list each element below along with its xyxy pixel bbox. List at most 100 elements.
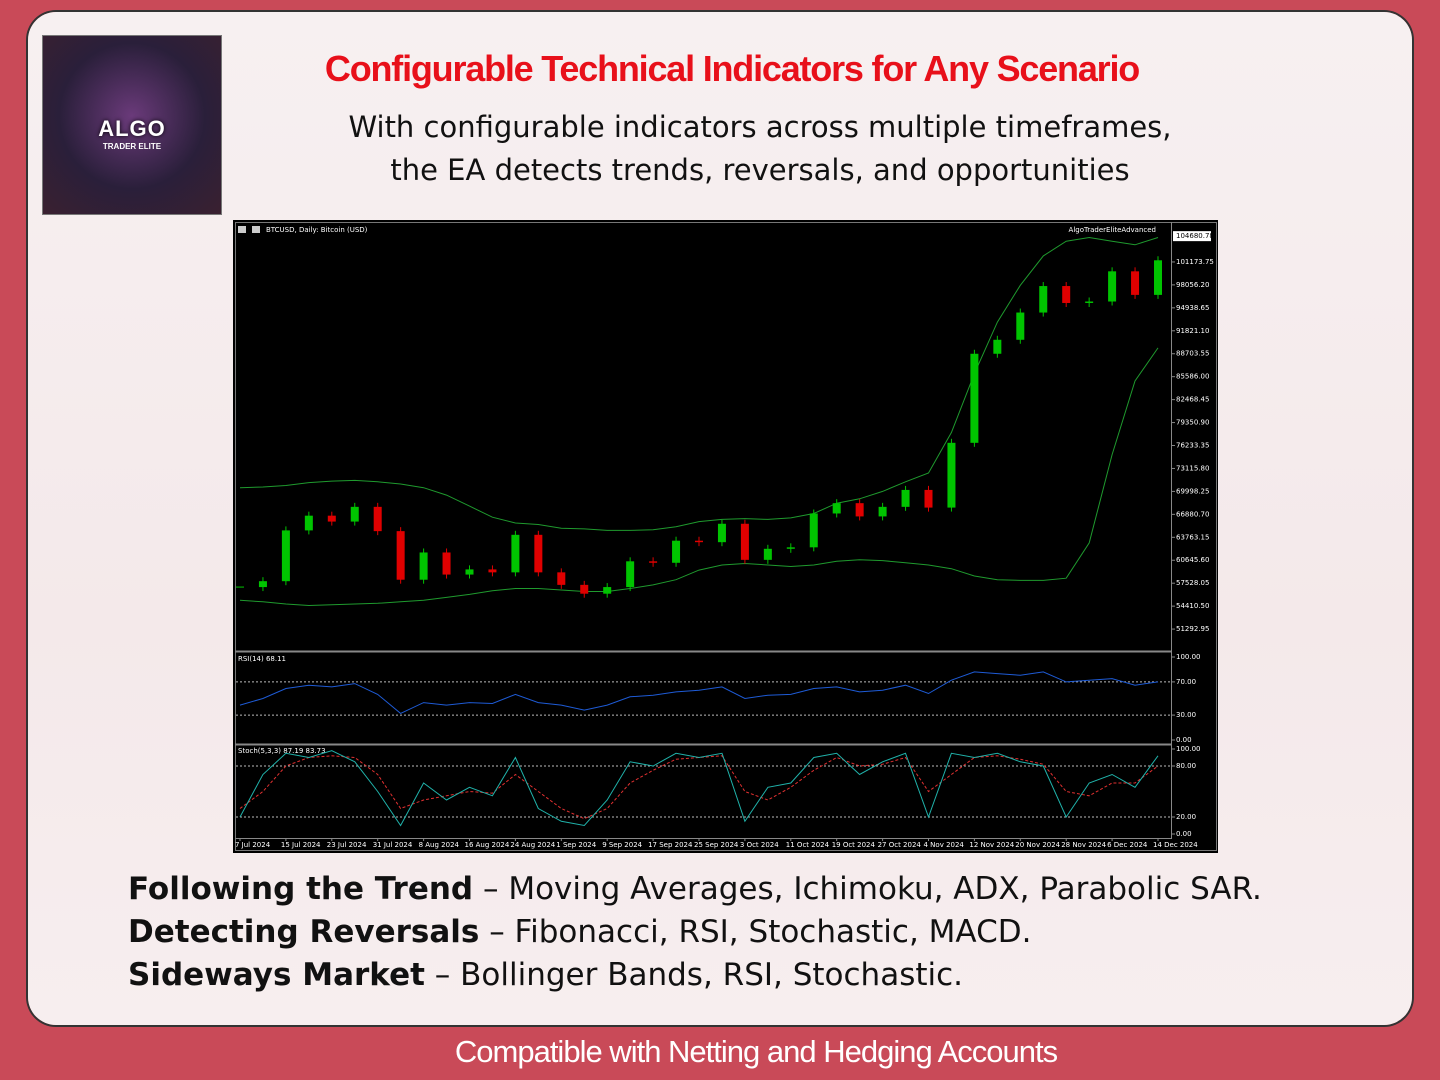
candle bbox=[258, 581, 267, 588]
candle bbox=[832, 503, 841, 514]
stochastic-plot bbox=[236, 750, 1170, 827]
y-tick-label: 30.00 bbox=[1176, 711, 1196, 719]
rsi-label: RSI(14) 68.11 bbox=[238, 655, 286, 663]
title: Configurable Technical Indicators for An… bbox=[324, 48, 1140, 89]
rsi-line bbox=[239, 671, 1159, 714]
x-tick-label: 7 Jul 2024 bbox=[235, 841, 271, 849]
feature-name: Detecting Reversals bbox=[128, 914, 480, 950]
rsi-plot bbox=[236, 671, 1170, 716]
x-tick-label: 12 Nov 2024 bbox=[969, 841, 1014, 849]
candle bbox=[993, 339, 1002, 354]
candle bbox=[419, 552, 428, 580]
stochastic-main bbox=[239, 750, 1159, 827]
footer: Compatible with Netting and Hedging Acco… bbox=[454, 1034, 1058, 1069]
x-tick-label: 9 Sep 2024 bbox=[602, 841, 642, 849]
x-tick-label: 28 Nov 2024 bbox=[1061, 841, 1106, 849]
candle bbox=[901, 489, 910, 507]
y-tick-label: 20.00 bbox=[1176, 813, 1196, 821]
candle bbox=[1016, 312, 1025, 340]
y-tick-label: 100.00 bbox=[1176, 653, 1201, 661]
y-tick-label: 88703.55 bbox=[1176, 350, 1209, 358]
last-price-label: 104680.78 bbox=[1176, 232, 1214, 240]
y-tick-label: 66880.70 bbox=[1176, 510, 1209, 518]
y-tick-label: 85586.00 bbox=[1176, 373, 1209, 381]
candle bbox=[1039, 286, 1048, 313]
candle bbox=[1085, 301, 1094, 303]
candle bbox=[763, 548, 772, 560]
y-tick-label: 82468.45 bbox=[1176, 396, 1209, 404]
symbol-label: BTCUSD, Daily: Bitcoin (USD) bbox=[266, 226, 368, 234]
price-plot bbox=[236, 236, 1162, 607]
y-tick-label: 0.00 bbox=[1176, 830, 1192, 838]
candle bbox=[557, 572, 566, 585]
y-tick-label: 98056.20 bbox=[1176, 281, 1209, 289]
candle bbox=[649, 561, 658, 563]
x-tick-label: 31 Jul 2024 bbox=[373, 841, 413, 849]
y-tick-label: 79350.90 bbox=[1176, 419, 1209, 427]
x-tick-label: 23 Jul 2024 bbox=[327, 841, 367, 849]
logo: ALGO TRADER ELITE bbox=[42, 35, 222, 215]
band-lower bbox=[239, 347, 1159, 607]
x-tick-label: 24 Aug 2024 bbox=[510, 841, 555, 849]
feature-name: Sideways Market bbox=[128, 957, 425, 993]
x-tick-label: 1 Sep 2024 bbox=[556, 841, 596, 849]
subtitle-line: With configurable indicators across mult… bbox=[348, 110, 1172, 144]
candle bbox=[1108, 271, 1117, 302]
band-upper bbox=[239, 236, 1159, 531]
x-tick-label: 25 Sep 2024 bbox=[694, 841, 739, 849]
x-tick-label: 8 Aug 2024 bbox=[419, 841, 460, 849]
window-icon bbox=[238, 226, 246, 233]
candle bbox=[1062, 286, 1071, 303]
feature-line: Detecting Reversals – Fibonacci, RSI, St… bbox=[128, 914, 1031, 950]
x-tick-label: 27 Oct 2024 bbox=[878, 841, 922, 849]
y-tick-label: 80.00 bbox=[1176, 762, 1196, 770]
candle bbox=[809, 513, 818, 548]
y-tick-label: 76233.35 bbox=[1176, 442, 1209, 450]
candle bbox=[1131, 271, 1140, 295]
x-tick-label: 19 Oct 2024 bbox=[832, 841, 876, 849]
x-tick-label: 11 Oct 2024 bbox=[786, 841, 830, 849]
candle bbox=[327, 515, 336, 522]
y-tick-label: 101173.75 bbox=[1176, 258, 1214, 266]
subtitle-line: the EA detects trends, reversals, and op… bbox=[390, 153, 1130, 187]
feature-line: Following the Trend – Moving Averages, I… bbox=[128, 871, 1262, 907]
x-tick-label: 6 Dec 2024 bbox=[1107, 841, 1148, 849]
candle bbox=[786, 547, 795, 549]
candle bbox=[373, 506, 382, 532]
candle bbox=[603, 587, 612, 594]
candle bbox=[878, 506, 887, 517]
x-tick-label: 3 Oct 2024 bbox=[740, 841, 779, 849]
candle bbox=[511, 534, 520, 573]
y-tick-label: 100.00 bbox=[1176, 745, 1201, 753]
stochastic-label: Stoch(5,3,3) 87.19 83.73 bbox=[238, 747, 326, 755]
y-tick-label: 94938.65 bbox=[1176, 304, 1209, 312]
candle bbox=[580, 584, 589, 594]
y-tick-label: 57528.05 bbox=[1176, 579, 1209, 587]
chart-frame bbox=[235, 222, 1217, 851]
y-tick-label: 0.00 bbox=[1176, 736, 1192, 744]
candle bbox=[695, 540, 703, 543]
candle bbox=[488, 569, 497, 573]
y-tick-label: 69998.25 bbox=[1176, 487, 1209, 495]
y-tick-label: 70.00 bbox=[1176, 678, 1196, 686]
candle bbox=[442, 552, 451, 575]
trading-chart: BTCUSD, Daily: Bitcoin (USD) AlgoTraderE… bbox=[233, 220, 1218, 853]
logo-title: ALGO bbox=[98, 116, 166, 141]
candle bbox=[1154, 260, 1162, 295]
candle bbox=[396, 531, 405, 580]
x-tick-label: 15 Jul 2024 bbox=[281, 841, 321, 849]
y-tick-label: 91821.10 bbox=[1176, 327, 1209, 335]
candle bbox=[534, 534, 543, 573]
x-tick-label: 16 Aug 2024 bbox=[465, 841, 510, 849]
x-tick-label: 17 Sep 2024 bbox=[648, 841, 693, 849]
expert-label: AlgoTraderEliteAdvanced bbox=[1069, 226, 1156, 234]
y-tick-label: 63763.15 bbox=[1176, 533, 1209, 541]
candle bbox=[465, 569, 474, 575]
candle bbox=[626, 561, 635, 588]
y-tick-label: 51292.95 bbox=[1176, 625, 1209, 633]
y-tick-label: 73115.80 bbox=[1176, 464, 1209, 472]
feature-text: – Fibonacci, RSI, Stochastic, MACD. bbox=[489, 914, 1032, 950]
candle bbox=[672, 540, 681, 563]
x-tick-label: 20 Nov 2024 bbox=[1015, 841, 1060, 849]
